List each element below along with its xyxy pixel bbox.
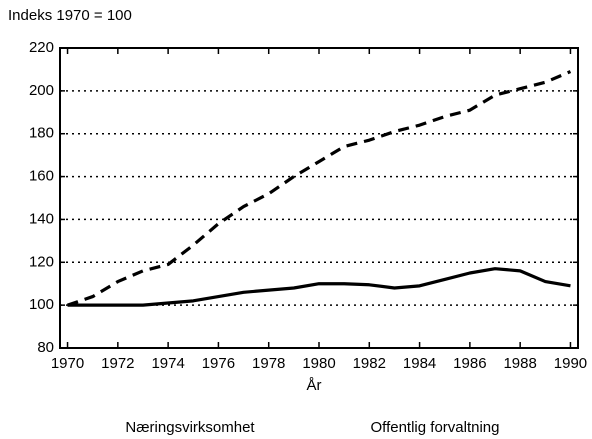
x-tick-label: 1984 (403, 355, 436, 372)
x-tick-label: 1970 (51, 355, 84, 372)
series-line (67, 70, 572, 307)
x-tick-label: 1986 (453, 355, 486, 372)
y-tick-label: 80 (37, 339, 54, 356)
y-tick-label: 100 (29, 296, 54, 313)
x-tick-label: 1982 (353, 355, 386, 372)
x-tick-label: 1978 (252, 355, 285, 372)
y-tick-label: 140 (29, 210, 54, 227)
legend-label: Næringsvirksomhet (125, 419, 255, 436)
y-tick-label: 120 (29, 253, 54, 270)
y-tick-label: 200 (29, 82, 54, 99)
x-tick-label: 1972 (101, 355, 134, 372)
x-tick-label: 1988 (503, 355, 536, 372)
x-tick-label: 1976 (202, 355, 235, 372)
y-tick-label: 160 (29, 168, 54, 185)
x-axis-label: År (307, 377, 322, 394)
y-tick-label: 220 (29, 39, 54, 56)
series-line (67, 267, 571, 307)
y-tick-label: 180 (29, 125, 54, 142)
legend-label: Offentlig forvaltning (371, 419, 500, 436)
x-tick-label: 1980 (302, 355, 335, 372)
x-tick-label: 1990 (554, 355, 587, 372)
plot-frame (59, 47, 579, 349)
x-tick-label: 1974 (151, 355, 184, 372)
y-axis-label: Indeks 1970 = 100 (8, 7, 132, 24)
